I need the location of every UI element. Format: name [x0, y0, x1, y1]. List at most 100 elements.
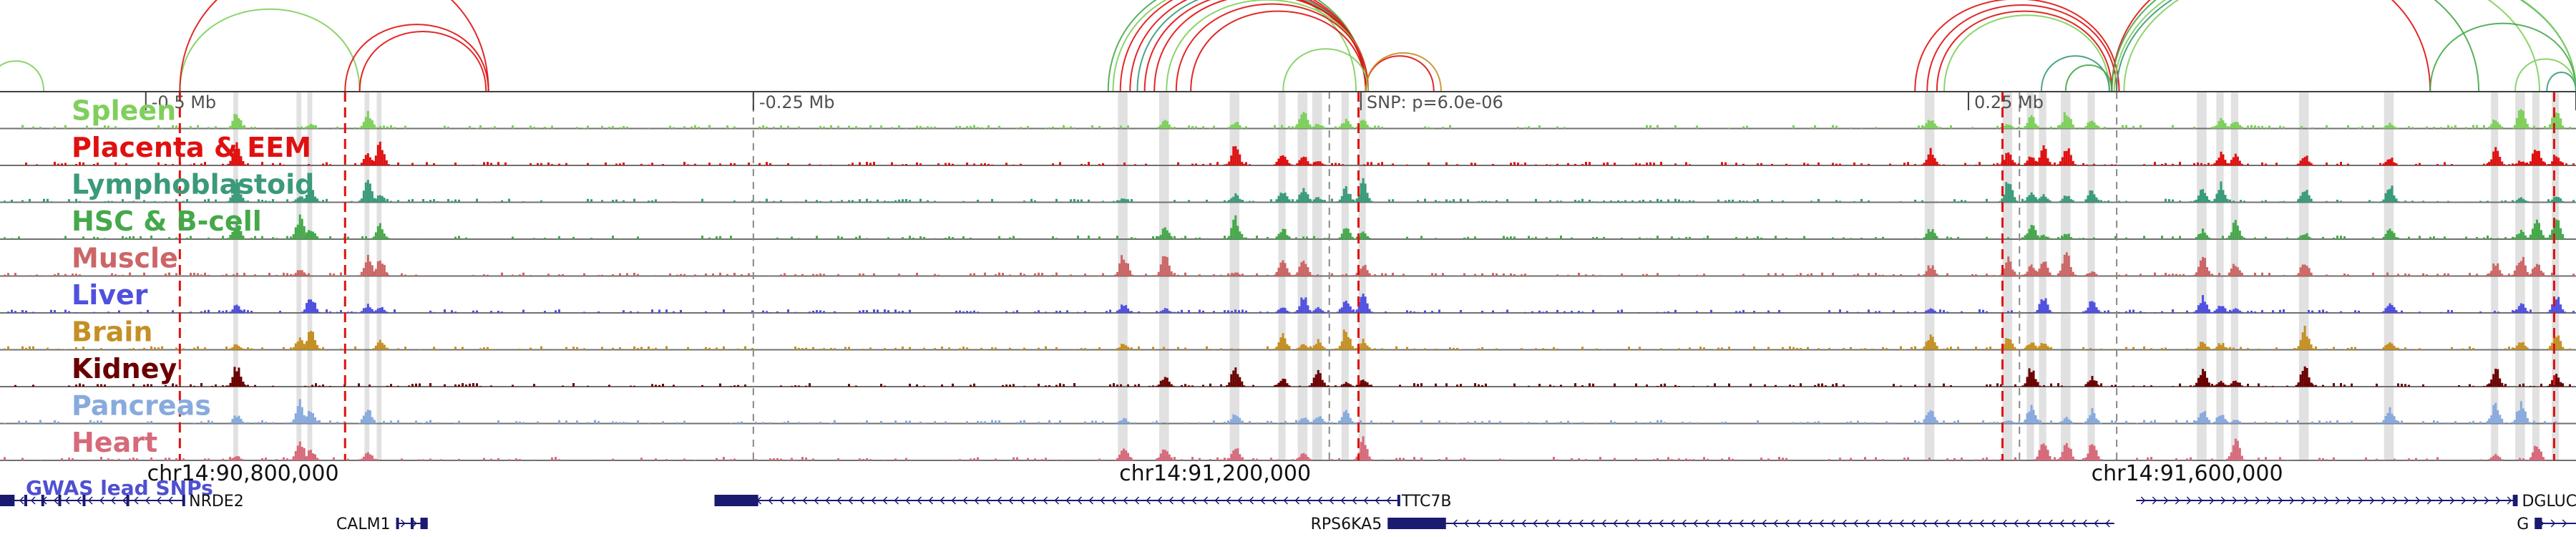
- signal-bar: [2386, 230, 2389, 239]
- strand-arrow: [76, 496, 82, 505]
- signal-bar: [1364, 183, 1367, 203]
- signal-bar: [469, 383, 471, 387]
- signal-bar: [2519, 384, 2521, 387]
- signal-bar: [1027, 125, 1029, 129]
- signal-bar: [1156, 420, 1158, 424]
- signal-bar: [2306, 266, 2308, 276]
- signal-bar: [2140, 274, 2142, 276]
- signal-bar: [318, 420, 321, 424]
- signal-bar: [2372, 201, 2374, 203]
- strand-arrow: [1670, 519, 1675, 528]
- loop-arc: [1190, 10, 1367, 92]
- signal-bar: [2100, 200, 2102, 203]
- signal-bar: [379, 260, 381, 276]
- signal-bar: [490, 385, 492, 387]
- signal-bar: [1199, 237, 1201, 239]
- signal-bar: [47, 275, 49, 276]
- signal-bar: [869, 347, 872, 350]
- signal-bar: [1925, 160, 1928, 165]
- strand-arrow: [1865, 519, 1870, 528]
- signal-bar: [2397, 383, 2399, 387]
- signal-bar: [57, 348, 59, 350]
- signal-track: [0, 436, 2576, 461]
- signal-bar: [884, 385, 886, 387]
- signal-bar: [229, 348, 232, 350]
- signal-bar: [2547, 164, 2550, 165]
- signal-bar: [1304, 417, 1307, 424]
- strand-arrow: [2197, 496, 2203, 505]
- signal-bar: [2038, 346, 2041, 350]
- strand-arrow: [1636, 519, 1641, 528]
- signal-bar: [2009, 125, 2012, 129]
- signal-bar: [2303, 234, 2306, 239]
- signal-bar: [1923, 237, 1926, 239]
- signal-bar: [837, 458, 839, 460]
- signal-bar: [2161, 311, 2163, 313]
- signal-bar: [973, 383, 975, 387]
- signal-bar: [998, 125, 1000, 129]
- signal-bar: [1267, 274, 1269, 276]
- signal-bar: [1921, 348, 1923, 350]
- signal-bar: [912, 201, 914, 203]
- signal-bar: [444, 125, 446, 129]
- signal-bar: [608, 126, 610, 129]
- strand-arrow: [2232, 496, 2238, 505]
- signal-bar: [2447, 125, 2449, 129]
- signal-bar: [231, 309, 234, 313]
- signal-bar: [716, 347, 718, 350]
- signal-bar: [1351, 346, 1354, 350]
- signal-bar: [2511, 422, 2514, 424]
- signal-bar: [54, 126, 56, 129]
- signal-bar: [1174, 127, 1176, 129]
- signal-bar: [2340, 162, 2342, 165]
- signal-bar: [1953, 199, 1956, 203]
- strand-arrow: [2449, 496, 2455, 505]
- signal-bar: [1013, 311, 1015, 313]
- signal-bar: [2234, 122, 2237, 129]
- signal-bar: [2218, 382, 2220, 387]
- signal-bar: [132, 236, 135, 239]
- signal-bar: [1294, 311, 1297, 313]
- signal-bar: [2236, 156, 2239, 165]
- signal-bar: [1775, 384, 1777, 387]
- signal-bar: [869, 125, 872, 129]
- signal-bar: [1420, 236, 1423, 239]
- signal-bar: [415, 274, 417, 276]
- signal-bar: [1034, 458, 1036, 460]
- signal-bar: [2175, 420, 2177, 424]
- signal-bar: [369, 307, 371, 313]
- signal-bar: [2040, 196, 2043, 203]
- signal-bar: [1714, 238, 1716, 239]
- signal-bar: [522, 272, 525, 276]
- signal-bar: [1649, 200, 1652, 203]
- signal-bar: [193, 201, 195, 203]
- signal-bar: [1084, 348, 1086, 350]
- strand-arrow: [2152, 496, 2157, 505]
- signal-bar: [1277, 158, 1280, 165]
- signal-bar: [966, 163, 968, 165]
- signal-bar: [2232, 309, 2235, 313]
- signal-bar: [1288, 199, 1291, 203]
- signal-bar: [1157, 271, 1160, 276]
- signal-bar: [823, 311, 825, 313]
- signal-bar: [462, 383, 464, 387]
- signal-bar: [107, 125, 109, 129]
- signal-bar: [225, 385, 228, 387]
- signal-bar: [2519, 109, 2522, 129]
- signal-bar: [927, 200, 929, 203]
- signal-bar: [1746, 236, 1748, 239]
- signal-bar: [1239, 417, 1241, 424]
- signal-bar: [454, 384, 457, 387]
- signal-bar: [2513, 420, 2516, 424]
- strand-arrow: [1796, 519, 1801, 528]
- signal-bar: [1667, 457, 1669, 460]
- signal-bar: [676, 422, 678, 424]
- strand-arrow: [1375, 496, 1380, 505]
- signal-bar: [1785, 163, 1787, 165]
- signal-bar: [1030, 198, 1033, 203]
- signal-bar: [329, 311, 331, 313]
- signal-bar: [312, 231, 315, 239]
- signal-bar: [301, 270, 303, 276]
- signal-bar: [544, 237, 546, 239]
- signal-bar: [2172, 274, 2174, 276]
